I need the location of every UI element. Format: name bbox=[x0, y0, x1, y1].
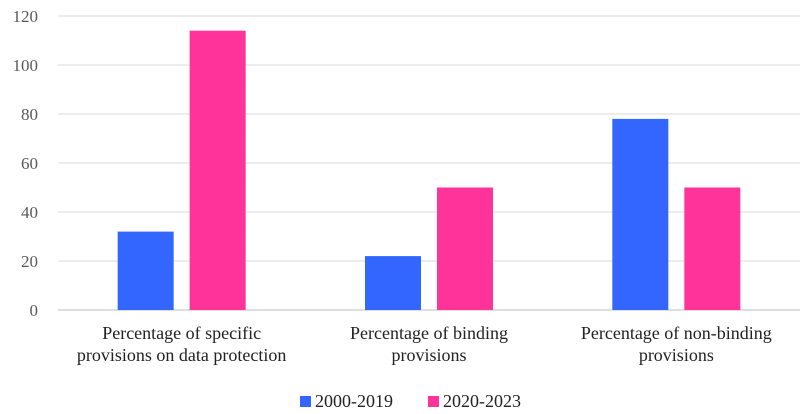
y-tick-label: 0 bbox=[30, 301, 39, 320]
y-tick-label: 20 bbox=[21, 252, 38, 271]
legend-swatch bbox=[428, 396, 439, 407]
bars bbox=[117, 30, 741, 311]
x-category-label: Percentage of binding bbox=[350, 323, 508, 343]
bar-2000-2019-0 bbox=[117, 231, 174, 310]
x-category-label: provisions bbox=[639, 345, 714, 365]
y-tick-label: 100 bbox=[13, 56, 39, 75]
gridlines bbox=[58, 15, 800, 311]
x-category-label: provisions bbox=[391, 345, 466, 365]
x-category-label: Percentage of non-binding bbox=[581, 323, 772, 343]
legend-label: 2020-2023 bbox=[443, 391, 521, 411]
legend: 2000-2019 2020-2023 bbox=[300, 391, 521, 411]
y-tick-label: 40 bbox=[21, 203, 38, 222]
x-category-label: Percentage of specific bbox=[102, 323, 261, 343]
legend-swatch bbox=[300, 396, 311, 407]
bar-2020-2023-1 bbox=[437, 187, 493, 310]
x-category-label: provisions on data protection bbox=[77, 345, 286, 365]
bar-2000-2019-2 bbox=[612, 118, 669, 311]
y-axis-ticks: 0 20 40 60 80 100 120 bbox=[13, 7, 39, 320]
bar-2020-2023-0 bbox=[189, 30, 246, 310]
y-tick-label: 120 bbox=[13, 7, 39, 26]
y-tick-label: 60 bbox=[21, 154, 38, 173]
legend-label: 2000-2019 bbox=[315, 391, 393, 411]
bar-2020-2023-2 bbox=[684, 187, 741, 310]
y-tick-label: 80 bbox=[21, 105, 38, 124]
bar-2000-2019-1 bbox=[365, 256, 421, 310]
